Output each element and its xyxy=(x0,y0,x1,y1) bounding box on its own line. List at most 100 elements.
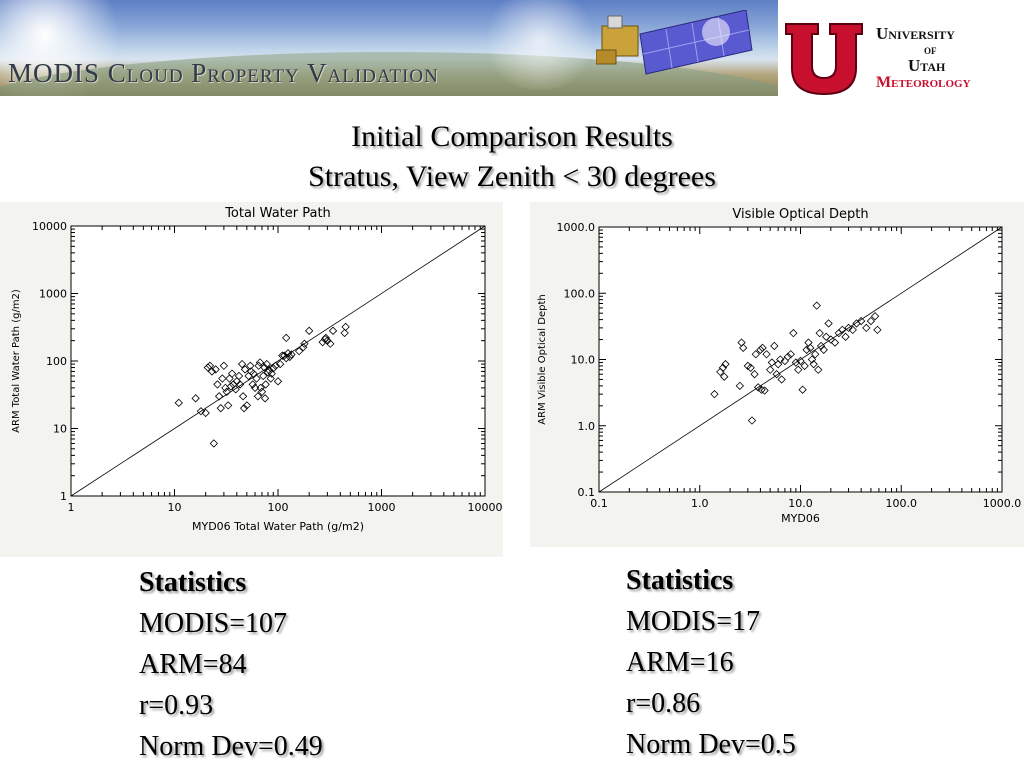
y-tick-label: 10.0 xyxy=(571,354,596,367)
data-point xyxy=(196,407,206,416)
data-point xyxy=(191,394,200,403)
data-point xyxy=(776,355,785,364)
data-point xyxy=(819,345,828,354)
data-point xyxy=(222,387,231,396)
data-point xyxy=(777,375,786,384)
data-point xyxy=(227,369,237,378)
x-tick-label: 10000 xyxy=(468,501,503,514)
data-point xyxy=(844,323,853,333)
data-point xyxy=(341,322,350,332)
chart-title: Visible Optical Depth xyxy=(732,207,868,222)
data-point xyxy=(267,369,276,378)
data-point xyxy=(260,394,270,403)
data-point xyxy=(235,380,245,389)
data-point xyxy=(710,389,719,399)
block-u-logo-icon xyxy=(785,23,863,96)
data-point xyxy=(207,367,217,376)
data-point xyxy=(798,385,807,394)
data-point xyxy=(278,351,287,360)
data-point xyxy=(261,380,270,389)
data-point xyxy=(809,360,818,369)
data-point xyxy=(250,383,260,393)
data-point xyxy=(856,316,866,326)
data-point xyxy=(746,363,755,372)
data-point xyxy=(753,383,763,392)
x-tick-label: 1000.0 xyxy=(983,497,1022,510)
y-tick-label: 1000.0 xyxy=(557,221,596,234)
data-point xyxy=(830,338,840,347)
data-point xyxy=(815,328,824,338)
data-point xyxy=(321,333,331,343)
data-point xyxy=(762,350,771,359)
data-point xyxy=(280,351,289,360)
data-point xyxy=(273,377,283,386)
statistics-left: Statistics MODIS=107 ARM=84 r=0.93 Norm … xyxy=(139,562,323,767)
data-point xyxy=(219,361,229,370)
data-point xyxy=(260,363,269,372)
data-point xyxy=(760,386,769,395)
stat-modis: MODIS=17 xyxy=(626,606,761,637)
data-point xyxy=(786,350,795,359)
data-point xyxy=(282,354,291,363)
data-point xyxy=(783,352,793,361)
y-tick-label: 1000 xyxy=(39,288,67,301)
data-point xyxy=(201,408,210,418)
x-tick-label: 1.0 xyxy=(691,497,709,510)
data-point xyxy=(756,345,765,354)
data-point xyxy=(242,401,252,410)
data-point xyxy=(770,341,779,351)
data-point xyxy=(285,352,294,362)
x-tick-label: 100.0 xyxy=(886,497,918,510)
data-point xyxy=(794,365,803,374)
y-tick-label: 100 xyxy=(46,355,67,368)
data-point xyxy=(326,339,335,348)
data-point xyxy=(257,387,267,396)
y-tick-label: 1.0 xyxy=(578,420,596,433)
chart-title: Total Water Path xyxy=(224,206,331,221)
statistics-heading: Statistics xyxy=(139,567,247,598)
satellite-icon xyxy=(596,10,753,75)
data-point xyxy=(800,361,809,371)
data-point xyxy=(214,392,224,401)
data-point xyxy=(213,380,222,389)
data-point xyxy=(757,385,766,394)
data-point xyxy=(758,343,767,352)
data-point xyxy=(294,346,304,356)
banner-title: MODIS Cloud Property Validation xyxy=(8,58,439,88)
data-point xyxy=(255,358,265,367)
data-point xyxy=(256,383,265,393)
data-point xyxy=(237,359,247,369)
data-point xyxy=(211,365,220,374)
data-point xyxy=(720,372,729,381)
data-point xyxy=(750,370,759,379)
data-point xyxy=(789,328,798,338)
stat-modis: MODIS=107 xyxy=(139,608,288,639)
x-tick-label: 10.0 xyxy=(788,497,813,510)
x-tick-label: 10 xyxy=(168,501,182,514)
data-point xyxy=(282,333,291,343)
y-axis-label: ARM Total Water Path (g/m2) xyxy=(11,289,22,433)
data-point xyxy=(253,392,263,401)
header-banner: MODIS Cloud Property Validation xyxy=(0,0,778,96)
logo-text-university: University xyxy=(876,24,955,43)
y-tick-label: 1 xyxy=(60,490,67,503)
one-to-one-line xyxy=(598,226,1003,493)
data-point xyxy=(174,398,183,408)
data-point xyxy=(304,326,314,335)
data-point xyxy=(822,332,831,341)
total-water-path-plot: Total Water Path MYD06 Total Water Path (… xyxy=(11,206,503,533)
y-tick-label: 100.0 xyxy=(564,287,596,300)
visible-optical-depth-plot: Visible Optical Depth MYD06 ARM Visible Op… xyxy=(537,207,1022,525)
data-point xyxy=(266,374,275,383)
x-axis-label: MYD06 Total Water Path (g/m2) xyxy=(192,520,364,533)
data-point xyxy=(248,380,257,389)
data-point xyxy=(340,328,349,338)
data-point xyxy=(873,325,882,335)
x-tick-label: 0.1 xyxy=(590,497,608,510)
y-tick-label: 10 xyxy=(53,423,67,436)
x-tick-label: 1 xyxy=(68,501,75,514)
stat-r: r=0.93 xyxy=(139,690,214,721)
statistics-right: Statistics MODIS=17 ARM=16 r=0.86 Norm D… xyxy=(626,560,796,765)
x-tick-label: 1000 xyxy=(368,501,396,514)
data-point xyxy=(203,363,213,372)
